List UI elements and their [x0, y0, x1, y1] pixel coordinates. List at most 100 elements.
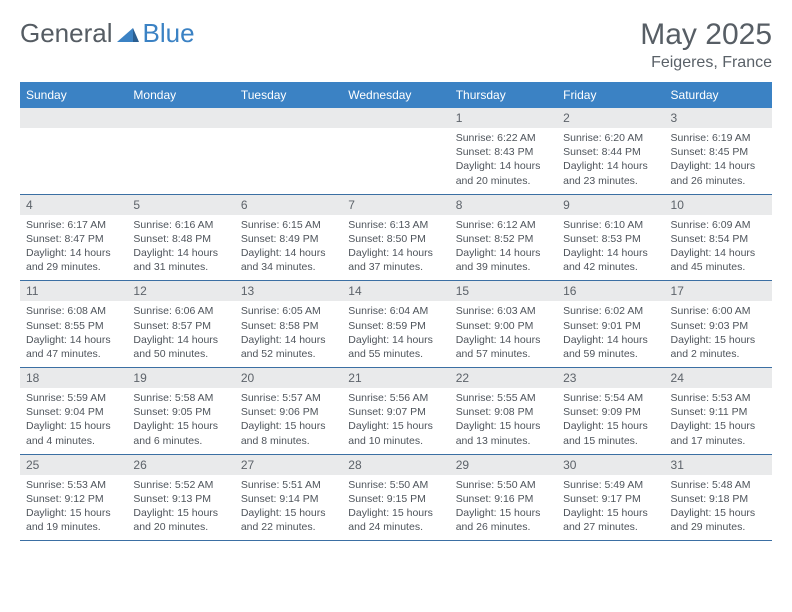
daylight-text-2: and 8 minutes.: [241, 434, 336, 448]
day-content: [235, 128, 342, 186]
day-number: 25: [20, 455, 127, 475]
daylight-text-2: and 19 minutes.: [26, 520, 121, 534]
day-number: [342, 108, 449, 128]
day-number: 6: [235, 195, 342, 215]
daylight-text-2: and 4 minutes.: [26, 434, 121, 448]
sunset-text: Sunset: 8:53 PM: [563, 232, 658, 246]
daylight-text-2: and 27 minutes.: [563, 520, 658, 534]
daylight-text-2: and 29 minutes.: [671, 520, 766, 534]
calendar-week-row: 18Sunrise: 5:59 AMSunset: 9:04 PMDayligh…: [20, 368, 772, 455]
day-content: Sunrise: 6:04 AMSunset: 8:59 PMDaylight:…: [342, 301, 449, 367]
sunrise-text: Sunrise: 5:50 AM: [456, 478, 551, 492]
day-number: 17: [665, 281, 772, 301]
day-content: [127, 128, 234, 186]
sunrise-text: Sunrise: 6:15 AM: [241, 218, 336, 232]
sunrise-text: Sunrise: 6:09 AM: [671, 218, 766, 232]
daylight-text-2: and 59 minutes.: [563, 347, 658, 361]
calendar-table: Sunday Monday Tuesday Wednesday Thursday…: [20, 82, 772, 541]
day-cell: 11Sunrise: 6:08 AMSunset: 8:55 PMDayligh…: [20, 281, 127, 368]
daylight-text-2: and 15 minutes.: [563, 434, 658, 448]
day-content: Sunrise: 5:48 AMSunset: 9:18 PMDaylight:…: [665, 475, 772, 541]
day-cell: [342, 108, 449, 194]
daylight-text-1: Daylight: 14 hours: [133, 246, 228, 260]
daylight-text-2: and 24 minutes.: [348, 520, 443, 534]
day-cell: 8Sunrise: 6:12 AMSunset: 8:52 PMDaylight…: [450, 194, 557, 281]
daylight-text-1: Daylight: 14 hours: [563, 246, 658, 260]
day-number: 29: [450, 455, 557, 475]
daylight-text-2: and 39 minutes.: [456, 260, 551, 274]
weekday-header: Monday: [127, 82, 234, 108]
daylight-text-2: and 45 minutes.: [671, 260, 766, 274]
sunset-text: Sunset: 9:11 PM: [671, 405, 766, 419]
day-content: Sunrise: 6:03 AMSunset: 9:00 PMDaylight:…: [450, 301, 557, 367]
sunset-text: Sunset: 8:57 PM: [133, 319, 228, 333]
daylight-text-2: and 2 minutes.: [671, 347, 766, 361]
brand-part1: General: [20, 18, 113, 49]
day-cell: 22Sunrise: 5:55 AMSunset: 9:08 PMDayligh…: [450, 368, 557, 455]
daylight-text-2: and 42 minutes.: [563, 260, 658, 274]
sunrise-text: Sunrise: 5:57 AM: [241, 391, 336, 405]
daylight-text-1: Daylight: 14 hours: [456, 159, 551, 173]
sunrise-text: Sunrise: 6:10 AM: [563, 218, 658, 232]
day-content: Sunrise: 6:10 AMSunset: 8:53 PMDaylight:…: [557, 215, 664, 281]
sunrise-text: Sunrise: 6:05 AM: [241, 304, 336, 318]
sunrise-text: Sunrise: 6:04 AM: [348, 304, 443, 318]
daylight-text-1: Daylight: 14 hours: [563, 333, 658, 347]
day-cell: 26Sunrise: 5:52 AMSunset: 9:13 PMDayligh…: [127, 454, 234, 541]
daylight-text-2: and 17 minutes.: [671, 434, 766, 448]
daylight-text-1: Daylight: 14 hours: [456, 333, 551, 347]
sunset-text: Sunset: 9:08 PM: [456, 405, 551, 419]
sunset-text: Sunset: 9:18 PM: [671, 492, 766, 506]
sunset-text: Sunset: 8:43 PM: [456, 145, 551, 159]
sunset-text: Sunset: 9:03 PM: [671, 319, 766, 333]
day-cell: 19Sunrise: 5:58 AMSunset: 9:05 PMDayligh…: [127, 368, 234, 455]
sunset-text: Sunset: 9:14 PM: [241, 492, 336, 506]
day-cell: 28Sunrise: 5:50 AMSunset: 9:15 PMDayligh…: [342, 454, 449, 541]
sunset-text: Sunset: 9:05 PM: [133, 405, 228, 419]
daylight-text-1: Daylight: 15 hours: [133, 506, 228, 520]
sunset-text: Sunset: 9:07 PM: [348, 405, 443, 419]
sunrise-text: Sunrise: 5:49 AM: [563, 478, 658, 492]
brand-logo: General Blue: [20, 18, 195, 49]
calendar-week-row: 25Sunrise: 5:53 AMSunset: 9:12 PMDayligh…: [20, 454, 772, 541]
day-cell: 31Sunrise: 5:48 AMSunset: 9:18 PMDayligh…: [665, 454, 772, 541]
weekday-header: Saturday: [665, 82, 772, 108]
day-cell: 1Sunrise: 6:22 AMSunset: 8:43 PMDaylight…: [450, 108, 557, 194]
daylight-text-2: and 23 minutes.: [563, 174, 658, 188]
daylight-text-1: Daylight: 15 hours: [241, 506, 336, 520]
daylight-text-1: Daylight: 15 hours: [671, 419, 766, 433]
daylight-text-2: and 57 minutes.: [456, 347, 551, 361]
daylight-text-1: Daylight: 15 hours: [348, 506, 443, 520]
daylight-text-2: and 26 minutes.: [456, 520, 551, 534]
weekday-header: Tuesday: [235, 82, 342, 108]
sunset-text: Sunset: 8:49 PM: [241, 232, 336, 246]
calendar-week-row: 4Sunrise: 6:17 AMSunset: 8:47 PMDaylight…: [20, 194, 772, 281]
day-content: Sunrise: 5:49 AMSunset: 9:17 PMDaylight:…: [557, 475, 664, 541]
weekday-header: Friday: [557, 82, 664, 108]
daylight-text-1: Daylight: 15 hours: [26, 419, 121, 433]
sunset-text: Sunset: 8:54 PM: [671, 232, 766, 246]
sunrise-text: Sunrise: 5:55 AM: [456, 391, 551, 405]
daylight-text-2: and 13 minutes.: [456, 434, 551, 448]
calendar-page: General Blue May 2025 Feigeres, France S…: [0, 0, 792, 612]
day-content: Sunrise: 6:16 AMSunset: 8:48 PMDaylight:…: [127, 215, 234, 281]
daylight-text-1: Daylight: 14 hours: [241, 246, 336, 260]
daylight-text-1: Daylight: 15 hours: [26, 506, 121, 520]
day-content: Sunrise: 6:20 AMSunset: 8:44 PMDaylight:…: [557, 128, 664, 194]
daylight-text-1: Daylight: 15 hours: [456, 419, 551, 433]
sunrise-text: Sunrise: 5:52 AM: [133, 478, 228, 492]
calendar-body: 1Sunrise: 6:22 AMSunset: 8:43 PMDaylight…: [20, 108, 772, 541]
sunset-text: Sunset: 9:13 PM: [133, 492, 228, 506]
day-content: Sunrise: 6:00 AMSunset: 9:03 PMDaylight:…: [665, 301, 772, 367]
day-content: Sunrise: 6:06 AMSunset: 8:57 PMDaylight:…: [127, 301, 234, 367]
sunrise-text: Sunrise: 5:51 AM: [241, 478, 336, 492]
day-content: Sunrise: 6:05 AMSunset: 8:58 PMDaylight:…: [235, 301, 342, 367]
sunset-text: Sunset: 8:48 PM: [133, 232, 228, 246]
daylight-text-1: Daylight: 14 hours: [241, 333, 336, 347]
day-cell: 2Sunrise: 6:20 AMSunset: 8:44 PMDaylight…: [557, 108, 664, 194]
day-cell: 13Sunrise: 6:05 AMSunset: 8:58 PMDayligh…: [235, 281, 342, 368]
sunrise-text: Sunrise: 5:50 AM: [348, 478, 443, 492]
daylight-text-2: and 29 minutes.: [26, 260, 121, 274]
weekday-header: Wednesday: [342, 82, 449, 108]
sunset-text: Sunset: 9:00 PM: [456, 319, 551, 333]
